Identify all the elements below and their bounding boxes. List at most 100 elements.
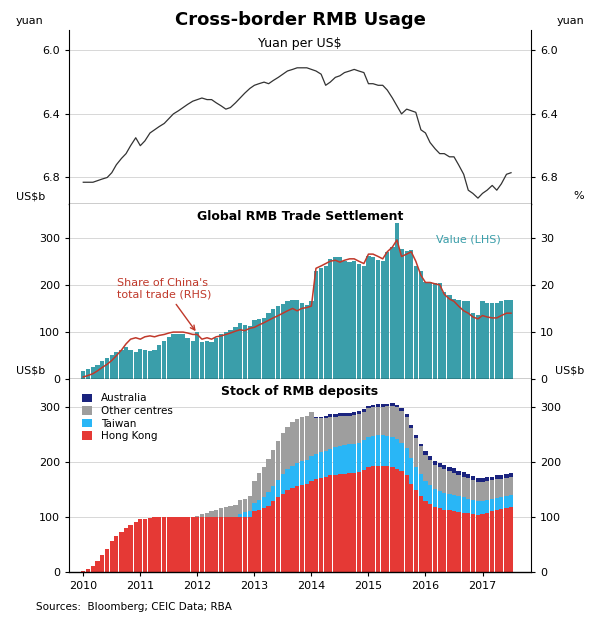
Text: Value (LHS): Value (LHS) <box>436 235 501 245</box>
Bar <box>470 313 475 379</box>
Bar <box>266 492 271 506</box>
Bar <box>248 326 252 379</box>
Bar <box>371 407 375 436</box>
Bar <box>219 334 223 379</box>
Bar <box>428 504 432 572</box>
Bar <box>347 262 352 379</box>
Bar <box>461 472 466 476</box>
Bar <box>128 525 133 572</box>
Bar <box>95 561 100 572</box>
Bar <box>281 494 285 572</box>
Bar <box>380 435 385 465</box>
Bar <box>105 358 109 379</box>
Bar <box>343 261 347 379</box>
Bar <box>119 350 124 379</box>
Bar <box>385 252 389 379</box>
Bar <box>252 503 257 511</box>
Bar <box>362 266 366 379</box>
Bar <box>191 517 195 572</box>
Bar <box>224 507 228 517</box>
Bar <box>505 508 509 572</box>
Bar <box>428 460 432 485</box>
Bar <box>499 302 503 379</box>
Bar <box>485 477 489 481</box>
Bar <box>352 415 356 444</box>
Bar <box>509 507 513 572</box>
Bar <box>257 473 261 500</box>
Bar <box>380 404 385 407</box>
Bar <box>452 495 456 511</box>
Bar <box>476 501 480 515</box>
Bar <box>157 517 161 572</box>
Bar <box>257 319 261 379</box>
Bar <box>238 323 242 379</box>
Bar <box>505 496 509 508</box>
Bar <box>499 475 503 479</box>
Bar <box>376 465 380 572</box>
Bar <box>371 258 375 379</box>
Bar <box>271 486 275 501</box>
Bar <box>219 509 223 517</box>
Bar <box>380 465 385 572</box>
Bar <box>295 420 299 464</box>
Bar <box>266 459 271 492</box>
Bar <box>419 474 423 496</box>
Bar <box>470 514 475 572</box>
Bar <box>281 303 285 379</box>
Bar <box>395 439 399 469</box>
Bar <box>470 476 475 480</box>
Bar <box>238 514 242 517</box>
Bar <box>376 404 380 407</box>
Bar <box>376 407 380 435</box>
Bar <box>380 407 385 435</box>
Text: Share of China's
total trade (RHS): Share of China's total trade (RHS) <box>118 277 212 330</box>
Bar <box>114 536 118 572</box>
Bar <box>205 513 209 517</box>
Bar <box>442 493 446 510</box>
Bar <box>485 303 489 379</box>
Bar <box>494 303 499 379</box>
Bar <box>452 468 456 473</box>
Bar <box>367 467 371 572</box>
Bar <box>271 451 275 486</box>
Bar <box>442 292 446 379</box>
Bar <box>214 338 218 379</box>
Bar <box>343 413 347 416</box>
Bar <box>385 404 389 406</box>
Bar <box>362 440 366 470</box>
Bar <box>352 412 356 415</box>
Bar <box>433 507 437 572</box>
Bar <box>490 499 494 511</box>
Bar <box>286 302 290 379</box>
Bar <box>371 436 375 466</box>
Bar <box>419 446 423 474</box>
Bar <box>262 467 266 497</box>
Bar <box>409 458 413 484</box>
Bar <box>224 517 228 572</box>
Bar <box>110 355 114 379</box>
Bar <box>219 517 223 572</box>
Bar <box>148 519 152 572</box>
Bar <box>185 338 190 379</box>
Bar <box>362 409 366 412</box>
Bar <box>413 438 418 467</box>
Bar <box>424 501 428 572</box>
Bar <box>328 417 332 449</box>
Bar <box>214 510 218 517</box>
Bar <box>338 416 342 446</box>
Bar <box>390 437 395 467</box>
Bar <box>299 461 304 485</box>
Bar <box>262 318 266 379</box>
Bar <box>356 442 361 472</box>
Bar <box>362 470 366 572</box>
Text: Stock of RMB deposits: Stock of RMB deposits <box>221 385 379 398</box>
Bar <box>338 474 342 572</box>
Bar <box>233 517 238 572</box>
Bar <box>347 413 352 415</box>
Bar <box>343 416 347 446</box>
Bar <box>314 271 318 379</box>
Bar <box>476 515 480 572</box>
Bar <box>428 455 432 460</box>
Bar <box>290 422 295 466</box>
Bar <box>252 481 257 503</box>
